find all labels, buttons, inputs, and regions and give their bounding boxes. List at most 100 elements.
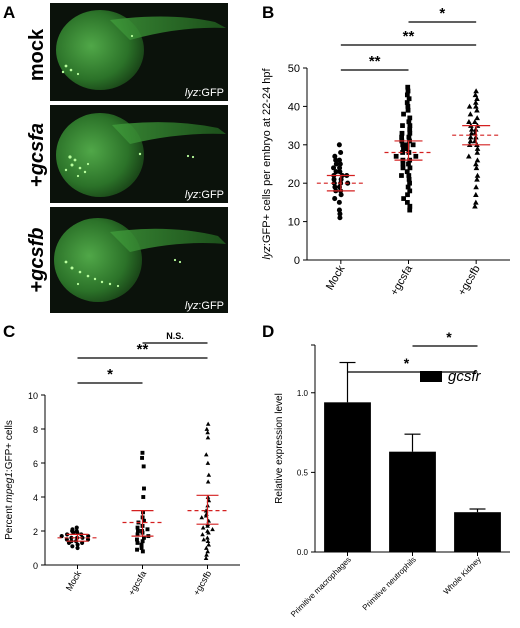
data-point — [474, 149, 481, 155]
data-point — [472, 92, 479, 98]
data-point — [80, 535, 85, 540]
data-point — [337, 161, 343, 167]
data-point — [86, 534, 91, 539]
data-point — [474, 95, 480, 101]
y-tick-label: 30 — [288, 140, 300, 152]
chart-c: 0 2 4 6 8 10 Percent mpeg1:GFP+ cells Mock +gcsf… — [4, 331, 240, 597]
data-point — [400, 150, 406, 155]
overlay-label-gcsfa: lyz:GFP — [185, 189, 224, 201]
data-point — [473, 199, 479, 205]
data-point — [401, 146, 406, 152]
data-point — [139, 542, 144, 547]
data-point — [401, 196, 407, 201]
y-tick-label: 0.5 — [297, 468, 309, 477]
data-point — [140, 549, 145, 554]
data-point — [333, 157, 339, 163]
data-point — [474, 176, 480, 182]
y-label-rest: :GFP+ cells — [4, 420, 15, 472]
y-tick-label: 6 — [33, 459, 38, 469]
x-tick-label: +gcsfa — [126, 569, 148, 597]
data-point — [139, 546, 144, 550]
data-point — [407, 115, 413, 121]
panel-letter-d: D — [262, 322, 274, 341]
data-point — [205, 460, 211, 465]
data-point — [473, 103, 479, 109]
data-point — [405, 88, 411, 94]
micrograph-mock: lyz:GFP — [50, 3, 228, 101]
data-point — [407, 207, 413, 213]
label-gcsfa-plus: + — [26, 175, 48, 187]
panel-a: mock +gcsfa +gcsfb lyz:GFP ly — [26, 3, 228, 313]
data-point — [404, 146, 410, 152]
data-point — [75, 545, 80, 551]
data-point — [474, 107, 480, 113]
data-point — [407, 188, 413, 194]
data-point — [472, 118, 478, 124]
data-point — [135, 532, 140, 537]
data-point — [203, 555, 209, 561]
y-tick-label: 8 — [33, 425, 38, 435]
data-point — [473, 184, 479, 190]
data-point — [206, 530, 211, 535]
data-point — [205, 421, 211, 426]
significance-label: * — [404, 355, 410, 371]
data-point — [135, 547, 139, 552]
overlay-gcsfa-italic: lyz — [185, 189, 199, 201]
x-tick-label: +gcsfb — [191, 569, 213, 597]
data-point — [405, 184, 411, 190]
significance-label: * — [446, 329, 452, 345]
data-point — [66, 540, 72, 545]
data-point — [406, 173, 412, 178]
x-tick-label: Primitive neutrophils — [361, 555, 418, 612]
data-point — [136, 529, 140, 533]
label-mock: mock — [26, 28, 48, 81]
overlay-gcsfb-italic: lyz — [185, 300, 199, 312]
data-point — [337, 169, 343, 175]
data-point — [142, 486, 146, 491]
micrograph-gcsfb: lyz:GFP — [50, 207, 228, 313]
data-point — [406, 176, 412, 182]
data-point — [466, 153, 472, 159]
data-point — [74, 525, 79, 530]
data-point — [337, 215, 343, 221]
data-point — [203, 452, 209, 457]
data-point — [406, 134, 412, 140]
bar — [324, 402, 371, 552]
data-point — [393, 153, 399, 159]
data-point — [205, 523, 210, 528]
data-point — [407, 180, 412, 186]
data-point — [75, 542, 80, 547]
significance-label: ** — [369, 53, 381, 70]
significance-label: * — [107, 366, 113, 383]
y-axis-label: Relative expression level — [274, 393, 285, 504]
data-point — [474, 145, 481, 151]
significance-label: N.S. — [166, 331, 184, 341]
data-point — [201, 537, 207, 542]
y-label-rest: :GFP+ cells per embryo at 22-24 hpf — [261, 68, 273, 247]
data-point — [206, 542, 211, 547]
data-point — [333, 161, 339, 167]
data-point — [200, 525, 206, 530]
data-point — [404, 142, 410, 148]
data-point — [204, 552, 209, 557]
x-tick-label: +gcsfb — [456, 264, 483, 298]
data-point — [200, 532, 205, 537]
y-tick-label: 0.0 — [297, 548, 309, 557]
data-point — [210, 527, 215, 532]
label-gcsfb: +gcsfb — [26, 227, 48, 292]
x-tick-label: Whole Kidney — [442, 555, 483, 596]
data-point — [80, 540, 85, 545]
data-point — [413, 153, 419, 159]
data-point — [404, 92, 410, 98]
data-point — [474, 157, 481, 163]
panel-letter-b: B — [262, 3, 274, 22]
data-point — [410, 142, 416, 148]
data-point — [405, 107, 411, 113]
data-point — [467, 111, 474, 117]
data-point — [204, 545, 209, 550]
data-point — [466, 118, 472, 124]
data-point — [205, 535, 210, 540]
data-point — [71, 530, 76, 535]
data-point — [407, 203, 413, 209]
